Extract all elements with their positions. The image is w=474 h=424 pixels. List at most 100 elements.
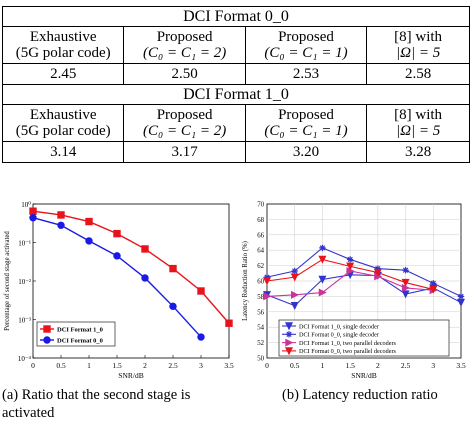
x-tick-label: 3.5 [224, 361, 234, 370]
data-point [290, 301, 299, 310]
y-tick-label: 66 [257, 232, 264, 239]
data-point [169, 264, 177, 273]
x-tick-label: 2 [143, 361, 147, 370]
data-point [457, 293, 465, 300]
y-tick-label: 62 [257, 263, 264, 270]
x-axis-label: SNR/dB [351, 371, 376, 380]
data-point [29, 214, 37, 222]
y-tick-label: 70 [257, 202, 264, 209]
results-table: DCI Format 0_0 Exhaustive (5G polar code)… [1, 6, 470, 163]
y-tick-label: 56 [257, 309, 264, 316]
data-point [401, 290, 410, 299]
legend-box [278, 319, 450, 357]
legend-label: DCI Format 0_0, single decoder [299, 332, 379, 339]
section-title: DCI Format 0_0 [2, 6, 470, 27]
y-axis-label: Latency Reduction Ratio (%) [242, 241, 249, 321]
legend-label: DCI Format 0_0 [57, 338, 103, 345]
x-tick-label: 1 [321, 361, 325, 370]
x-tick-label: 3 [199, 361, 203, 370]
section-title: DCI Format 1_0 [2, 84, 470, 105]
caption-a-line1: (a) Ratio that the second stage is [2, 387, 191, 403]
header-cell: [8] with |Ω| = 5 [366, 26, 470, 64]
data-point [263, 292, 272, 301]
value-cell: 2.53 [244, 63, 368, 85]
value-cell: 2.45 [1, 63, 125, 85]
y-tick-label: 58 [257, 294, 264, 301]
series-line [266, 247, 462, 297]
data-point [291, 267, 298, 275]
y-tick-label: 10⁻⁴ [18, 355, 32, 363]
legend-marker [284, 347, 294, 356]
x-tick-label: 2 [376, 361, 380, 370]
value-cell: 2.50 [123, 63, 246, 85]
data-point [113, 229, 121, 238]
chart-latency-reduction: 50 52 54 56 58 60 62 64 66 68 70 0 0.5 1 1.5 2 2.5 3 3.5 SN… [242, 202, 466, 381]
data-point [225, 319, 233, 327]
data-point [262, 277, 272, 286]
x-axis-label: SNR/dB [118, 371, 143, 380]
value-cell: 3.28 [366, 141, 470, 163]
data-point [85, 217, 93, 226]
data-point [113, 252, 121, 260]
x-tick-label: 2.5 [168, 361, 178, 370]
y-tick-label: 10⁰ [21, 201, 31, 209]
x-tick-label: 0.5 [290, 361, 300, 370]
series-3 [262, 255, 438, 294]
y-tick-label: 10⁻³ [18, 317, 31, 325]
data-point [346, 262, 355, 271]
y-tick-label: 10⁻² [18, 278, 31, 286]
x-tick-label: 0 [31, 361, 35, 370]
y-tick-label: 52 [257, 340, 264, 347]
data-point [291, 290, 300, 299]
data-point [373, 268, 382, 277]
legend-label: DCI Format 1_0 [57, 327, 103, 334]
x-tick-label: 0 [265, 361, 269, 370]
legend-label: DCI Format 0_0, two parallel decoders [299, 348, 397, 355]
header-cell: Exhaustive (5G polar code) [1, 104, 125, 142]
data-point [401, 278, 410, 287]
legend-marker [285, 331, 293, 338]
legend-label: DCI Format 1_0, single decoder [299, 323, 379, 330]
header-cell: Proposed (C₀ = C₁ = 2) [123, 104, 246, 142]
data-point [85, 237, 93, 245]
header-cell: Proposed (C₀ = C₁ = 1) [244, 26, 368, 64]
y-tick-label: 60 [257, 279, 264, 286]
legend-label: DCI Format 1_0, two parallel decoders [299, 340, 397, 347]
header-cell: Proposed (C₀ = C₁ = 2) [123, 26, 246, 64]
series-line [32, 210, 230, 324]
data-point [57, 221, 65, 229]
legend-marker [285, 338, 294, 347]
y-tick-label: 64 [257, 248, 264, 255]
header-cell: Proposed (C₀ = C₁ = 1) [244, 104, 368, 142]
caption-a-line2: activated [2, 405, 55, 421]
data-point [57, 211, 65, 219]
x-tick-label: 3.5 [456, 361, 466, 370]
data-point [318, 275, 327, 284]
legend-marker [43, 336, 51, 344]
legend-marker [284, 322, 294, 331]
value-cell: 3.14 [1, 141, 125, 163]
data-point [374, 265, 382, 272]
value-cell: 2.58 [366, 63, 470, 85]
data-point [402, 267, 409, 274]
legend-marker [43, 325, 51, 333]
data-point [290, 273, 299, 282]
series-1 [29, 214, 205, 341]
caption-b: (b) Latency reduction ratio [282, 387, 438, 403]
x-tick-label: 3 [431, 361, 435, 370]
y-tick-label: 54 [257, 325, 264, 332]
y-tick-label: 10⁻¹ [18, 240, 31, 248]
value-cell: 3.17 [123, 141, 246, 163]
series-0 [29, 207, 233, 327]
y-axis-label: Percentage of second stage activated [4, 231, 11, 331]
x-tick-label: 2.5 [401, 361, 411, 370]
series-line [266, 274, 462, 307]
header-cell: [8] with |Ω| = 5 [366, 104, 470, 142]
x-tick-label: 1.5 [345, 361, 355, 370]
data-point [141, 245, 149, 253]
data-point [141, 274, 149, 282]
data-point [430, 280, 437, 287]
header-cell: Exhaustive (5G polar code) [1, 26, 125, 64]
chart-second-stage-ratio: 10⁻⁴ 10⁻³ 10⁻² 10⁻¹ 10⁰ 0 0.5 1 1.5 2 2.5 3 3.5 SNR/d… [4, 201, 234, 380]
data-point [29, 207, 37, 215]
